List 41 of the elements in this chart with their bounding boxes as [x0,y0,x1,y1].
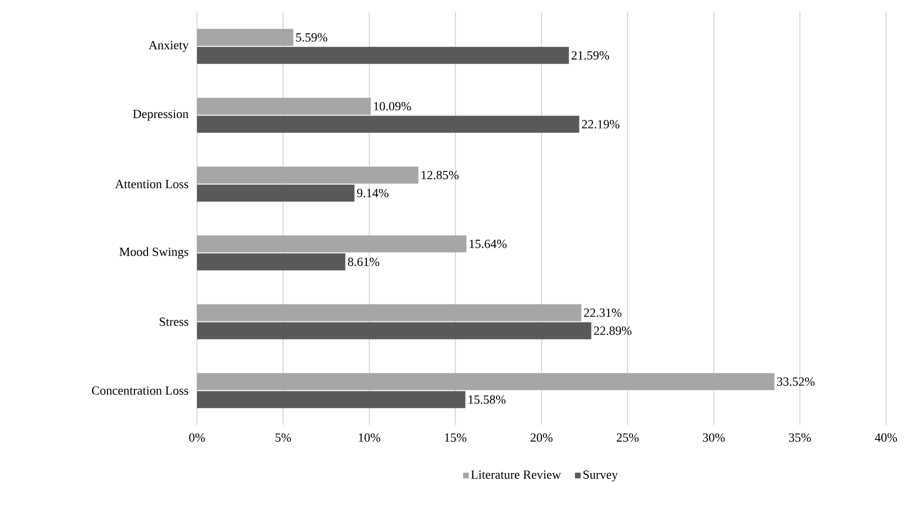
x-tick-label: 30% [702,433,725,442]
x-tick-label: 5% [276,433,292,442]
y-tick-label: Anxiety [148,40,189,52]
bar [197,46,569,64]
x-tick-label: 25% [616,433,639,442]
x-tick-label: 40% [874,433,898,442]
bar [197,373,774,390]
bar [197,391,466,408]
bar [197,28,294,46]
bar [197,322,592,340]
bar [197,166,418,184]
data-label: 22.31% [584,308,622,317]
data-label: 10.09% [374,102,411,110]
x-tick-label: 15% [445,433,466,442]
bar [197,235,466,252]
y-tick-label: Attention Loss [115,180,188,188]
data-label: 8.61% [348,258,380,266]
data-label: 15.64% [470,240,507,248]
x-tick-label: 10% [358,433,380,442]
y-tick-label: Stress [160,318,188,326]
data-label: 33.52% [777,377,815,386]
bar [197,304,582,322]
bar [197,98,371,115]
bar [197,184,354,202]
x-tick-label: 20% [530,433,553,442]
x-tick-label: 0% [189,433,205,442]
y-tick-label: Concentration Loss [92,386,188,395]
legend-label: Literature Review [471,470,561,479]
legend-label: Survey [583,470,618,482]
data-label: 22.89% [594,326,632,335]
data-label: 5.59% [296,33,328,42]
data-label: 22.19% [582,120,620,128]
y-tick-label: Depression [132,110,188,121]
bar [197,116,580,133]
x-tick-label: 35% [789,433,811,442]
data-label: 9.14% [357,188,388,198]
data-label: 21.59% [572,51,610,60]
y-tick-label: Mood Swings [119,247,188,259]
bar [197,253,346,270]
data-label: 12.85% [422,170,459,180]
data-label: 15.58% [468,395,506,404]
